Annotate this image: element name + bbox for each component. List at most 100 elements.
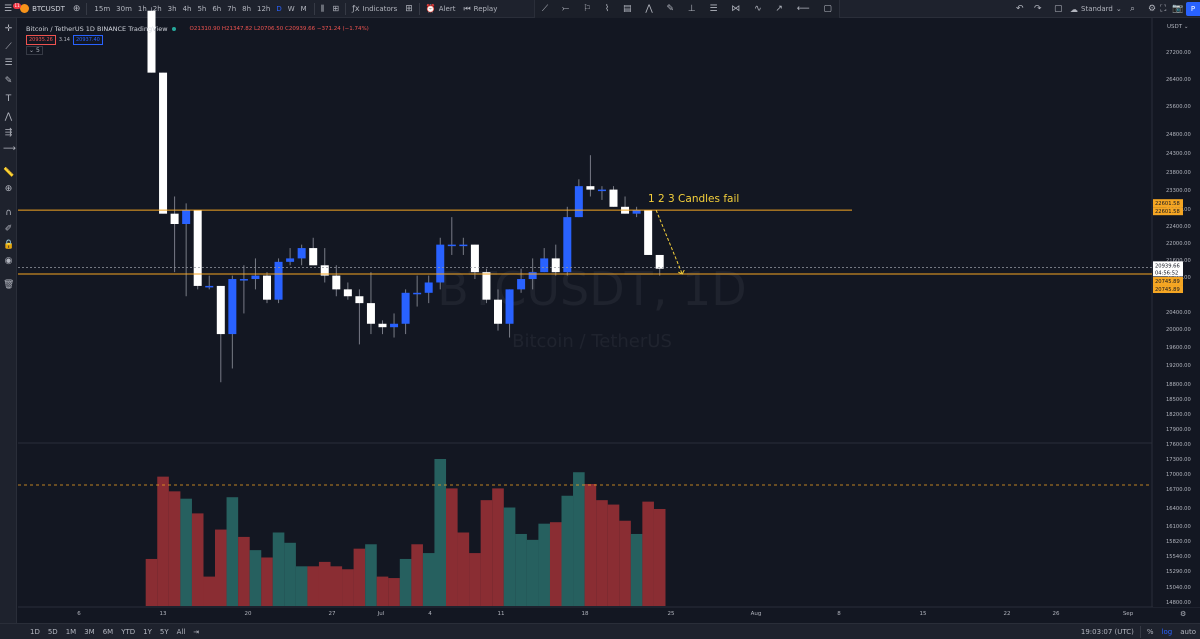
bar-countdown-tag[interactable]: 04:56:52 (1155, 270, 1178, 276)
vertical-line-icon[interactable]: ⊥ (687, 4, 696, 14)
redo-button[interactable]: ↷ (1030, 0, 1046, 18)
interval-5h[interactable]: 5h (197, 4, 207, 13)
arrow-right-icon[interactable]: ⟶ (3, 144, 16, 154)
log-toggle[interactable]: log (1161, 627, 1173, 636)
lock-icon[interactable]: 🔒 (3, 240, 15, 250)
price-tick-label: 15540.00 (1166, 554, 1191, 560)
chart-type-button[interactable]: ⫼ (317, 0, 329, 18)
search-button[interactable]: ⌕ (1126, 0, 1139, 18)
compare-button[interactable]: ⊕ (69, 0, 85, 18)
alert-label: Alert (438, 4, 456, 13)
brush-icon[interactable]: ✎ (666, 4, 675, 14)
interval-30m[interactable]: 30m (116, 4, 132, 13)
fullscreen-button[interactable]: ⛶ (1156, 0, 1170, 18)
clock[interactable]: 19:03:07 (UTC) (1080, 627, 1134, 636)
prediction-icon[interactable]: ⇶ (4, 128, 13, 138)
range-5d[interactable]: 5D (47, 627, 58, 636)
path-icon[interactable]: ⌇ (604, 4, 610, 14)
auto-toggle[interactable]: auto (1180, 627, 1196, 636)
magnet-icon[interactable]: ∩ (5, 208, 12, 218)
volume-legend-toggle[interactable]: ⌄ 5 (26, 45, 369, 56)
templates-button[interactable]: ⊞ (401, 0, 417, 18)
interval-8h[interactable]: 8h (242, 4, 252, 13)
price-scale[interactable]: USDT ⌄ 27200.00 26400.00 25600.00 24800.00 24… (1153, 18, 1200, 607)
indicators-button[interactable]: ƒx Indicators (348, 0, 401, 18)
price-tick-label: 26400.00 (1166, 77, 1191, 83)
eye-icon[interactable]: ◉ (4, 256, 13, 266)
layout-save-button[interactable]: ☁ Standard ⌄ (1066, 0, 1126, 18)
range-1m[interactable]: 1M (65, 627, 77, 636)
horizontal-ray-icon[interactable]: ⤚ (561, 4, 570, 14)
interval-12h[interactable]: 12h (257, 4, 271, 13)
replay-icon: ⏮ (463, 3, 471, 13)
chart-type-dropdown[interactable]: ⊞ (328, 0, 343, 18)
crosshair-icon[interactable]: ✛ (4, 24, 13, 34)
replay-button[interactable]: ⏮ Replay (459, 0, 501, 18)
candle-body (297, 248, 306, 259)
volume-bar (492, 488, 504, 606)
interval-3h[interactable]: 3h (167, 4, 177, 13)
zoom-in-icon[interactable]: ⊕ (4, 184, 13, 194)
publish-button[interactable]: P (1186, 2, 1200, 16)
ray-icon[interactable]: ⟵ (796, 4, 810, 14)
annotation-text[interactable]: 1 2 3 Candles fail (648, 193, 739, 205)
range-all[interactable]: All (176, 627, 186, 636)
settings-button[interactable]: ⚙ (1144, 0, 1160, 18)
support-price-tag-2[interactable]: 20745.89 (1155, 287, 1180, 293)
bid-price[interactable]: 20935.26 (26, 34, 56, 45)
currency-label[interactable]: USDT ⌄ (1167, 24, 1188, 30)
flag-icon[interactable]: ⚐ (582, 4, 592, 14)
settings-icon[interactable]: ⚙ (1180, 610, 1186, 618)
pattern-icon[interactable]: ⋀ (4, 112, 13, 122)
text-icon[interactable]: T (5, 94, 12, 104)
range-1d[interactable]: 1D (30, 627, 40, 636)
trend-line-icon[interactable]: ⟋ (5, 42, 12, 52)
interval-w[interactable]: W (287, 4, 295, 13)
undo-button[interactable]: ↶ (1012, 0, 1028, 18)
arrow-icon[interactable]: ↗ (775, 4, 783, 14)
pencil-lock-icon[interactable]: ✐ (4, 224, 13, 234)
alert-button[interactable]: ⏰ Alert (422, 0, 460, 18)
interval-1h[interactable]: 1h (137, 4, 147, 13)
time-axis[interactable]: 6 13 20 27 Jul 4 11 18 25 Aug 8 15 22 26 Sep ⚙ (77, 610, 1186, 618)
interval-m[interactable]: M (300, 4, 307, 13)
fib-icon[interactable]: ☰ (4, 58, 13, 68)
zigzag-icon[interactable]: ∿ (754, 4, 762, 14)
trash-icon[interactable]: 🗑 (3, 280, 15, 290)
resistance-price-tag-2[interactable]: 22601.58 (1155, 209, 1180, 215)
interval-4h[interactable]: 4h (182, 4, 192, 13)
resistance-price-tag[interactable]: 22601.58 (1155, 201, 1180, 207)
range-ytd[interactable]: YTD (121, 627, 136, 636)
range-3m[interactable]: 3M (84, 627, 95, 636)
fib-retracement-icon[interactable]: ☰ (709, 4, 718, 14)
ask-price[interactable]: 20937.40 (73, 34, 103, 45)
rectangle-icon[interactable]: ▢ (823, 4, 832, 14)
interval-15m[interactable]: 15m (94, 4, 111, 13)
range-1y[interactable]: 1Y (143, 627, 152, 636)
menu-button[interactable]: ☰ (0, 0, 16, 18)
candle-body (286, 258, 295, 262)
divider (418, 2, 420, 15)
brush-icon[interactable]: ✎ (4, 76, 13, 86)
interval-2h[interactable]: 2h (152, 4, 162, 13)
screenshot-button[interactable]: 📷 (1168, 0, 1187, 18)
interval-d[interactable]: D (276, 4, 282, 13)
layout-select-button[interactable]: ▢ (1050, 0, 1067, 18)
percent-toggle[interactable]: % (1146, 627, 1154, 636)
pattern-icon[interactable]: ⋀ (645, 4, 653, 14)
ruler-icon[interactable]: 📏 (3, 168, 15, 178)
range-6m[interactable]: 6M (102, 627, 114, 636)
date-range-button[interactable]: ⇥ (189, 628, 203, 636)
symbol-search-button[interactable]: 11 BTCUSDT (13, 0, 69, 18)
elliott-wave-icon[interactable]: ⋈ (731, 4, 741, 14)
interval-6h[interactable]: 6h (212, 4, 222, 13)
range-5y[interactable]: 5Y (159, 627, 169, 636)
current-price-tag[interactable]: 20939.66 (1155, 263, 1180, 269)
support-price-tag[interactable]: 20745.89 (1155, 279, 1180, 285)
interval-7h[interactable]: 7h (227, 4, 237, 13)
parallel-channel-icon[interactable]: ▤ (623, 4, 632, 14)
time-tick-label: Sep (1123, 611, 1134, 617)
trend-line-icon[interactable]: ⟋ (541, 4, 549, 14)
projection-arrow-line[interactable] (655, 210, 683, 275)
